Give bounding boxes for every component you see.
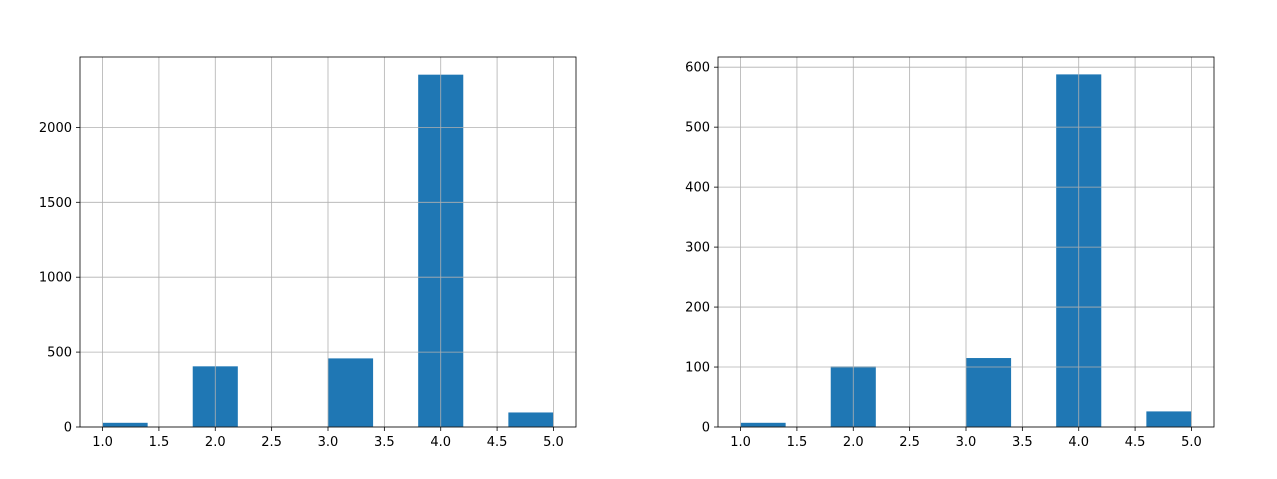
x-tick-label: 4.5 xyxy=(487,435,508,450)
chart-panel-2: 1.0 1.5 2.0 2.5 3.0 3.5 4.0 4.5 5.0 0 100 200 300 400… xyxy=(685,56,1215,450)
histogram-bar xyxy=(1146,411,1192,427)
x-tick-label: 4.5 xyxy=(1125,435,1146,450)
x-tick-label: 2.5 xyxy=(899,435,920,450)
y-tick-label: 600 xyxy=(685,61,710,76)
y-tick-label: 400 xyxy=(685,181,710,196)
x-tick-label: 5.0 xyxy=(1181,435,1202,450)
x-tick-label: 2.5 xyxy=(261,435,282,450)
x-tick-label: 4.0 xyxy=(1068,435,1089,450)
histogram-bar xyxy=(328,358,374,427)
x-tick-label: 2.0 xyxy=(843,435,864,450)
x-tick-label: 5.0 xyxy=(543,435,564,450)
histogram-bar xyxy=(966,358,1012,427)
y-tick-label: 1500 xyxy=(39,196,72,211)
x-tick-label: 3.0 xyxy=(956,435,977,450)
y-tick-label: 500 xyxy=(47,346,72,361)
x-tick-label: 3.0 xyxy=(318,435,339,450)
y-tick-label: 500 xyxy=(685,121,710,136)
histogram-bar xyxy=(740,422,786,427)
x-tick-label: 3.5 xyxy=(374,435,395,450)
x-tick-label: 1.5 xyxy=(149,435,170,450)
y-tick-label: 200 xyxy=(685,301,710,316)
x-tick-label: 1.0 xyxy=(92,435,113,450)
chart-panel-1: 1.0 1.5 2.0 2.5 3.0 3.5 4.0 4.5 5.0 0 500 1000 1500 2… xyxy=(39,56,577,450)
x-tick-label: 3.5 xyxy=(1012,435,1033,450)
y-tick-label: 300 xyxy=(685,241,710,256)
y-tick-label: 2000 xyxy=(39,121,72,136)
x-tick-label: 2.0 xyxy=(205,435,226,450)
y-tick-label: 100 xyxy=(685,361,710,376)
x-tick-label: 1.0 xyxy=(730,435,751,450)
x-tick-label: 1.5 xyxy=(787,435,808,450)
y-tick-label: 1000 xyxy=(39,271,72,286)
x-tick-label: 4.0 xyxy=(430,435,451,450)
histogram-bar xyxy=(508,412,554,427)
y-tick-label: 0 xyxy=(64,421,72,436)
histogram-bar xyxy=(102,422,148,427)
y-tick-label: 0 xyxy=(702,421,710,436)
